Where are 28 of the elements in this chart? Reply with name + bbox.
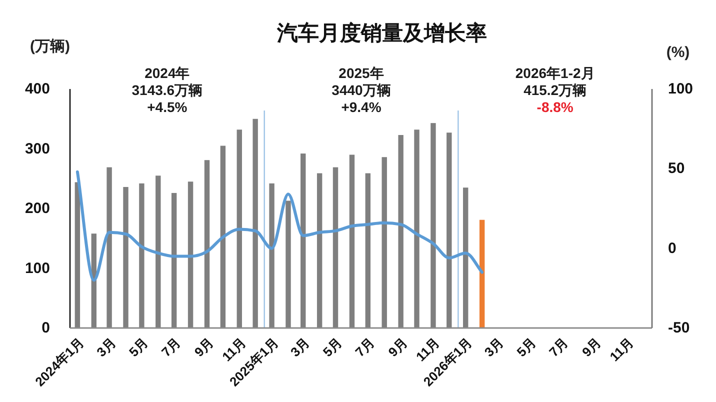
annotation: 2025年 3440万辆 +9.4% <box>332 65 391 115</box>
xtick: 9月 <box>385 334 410 360</box>
ytick: 100 <box>24 260 50 277</box>
xtick: 5月 <box>320 334 345 360</box>
xtick: 9月 <box>579 334 604 360</box>
annotation: 2024年 3143.6万辆 +4.5% <box>132 65 203 115</box>
ytick: 400 <box>24 80 50 98</box>
xtick: 5月 <box>514 334 539 360</box>
xtick: 7月 <box>158 334 184 360</box>
ytick: 200 <box>24 200 50 217</box>
annotation: 2026年1-2月 415.2万辆 -8.8% <box>515 65 595 115</box>
title: 汽车月度销量及增长率 <box>277 22 487 45</box>
ytick: 300 <box>24 140 50 158</box>
y2tick: 100 <box>668 80 694 98</box>
ytick: 0 <box>42 320 50 336</box>
xtick: 7月 <box>546 334 572 360</box>
xtick: 3月 <box>94 334 119 360</box>
y2tick: -50 <box>668 320 690 336</box>
y2tick: 0 <box>668 240 676 257</box>
xtick: 11月 <box>606 334 636 364</box>
xtick: 7月 <box>352 334 378 360</box>
xtick: 3月 <box>288 334 312 360</box>
y2tick: 50 <box>668 160 685 178</box>
xtick: 9月 <box>191 334 216 360</box>
xtick: 5月 <box>126 334 151 360</box>
y2label: (%) <box>666 44 690 61</box>
ylabel: (万辆) <box>30 38 70 55</box>
xtick: 3月 <box>481 334 506 360</box>
